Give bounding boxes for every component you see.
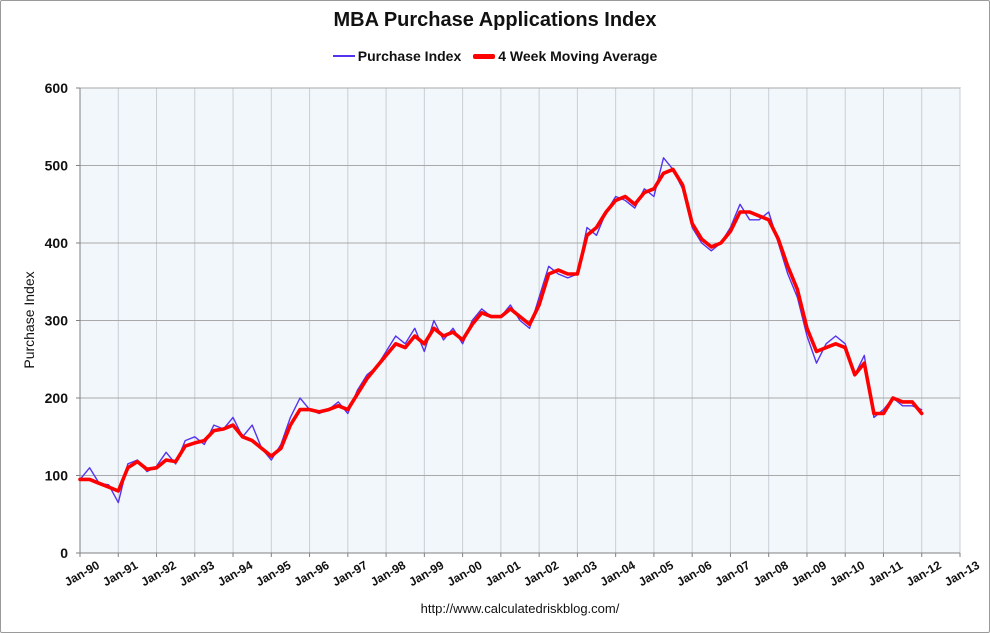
x-tick-label: Jan-09 [789, 558, 829, 589]
legend-label-purchase-index: Purchase Index [357, 48, 462, 64]
x-tick-label: Jan-11 [866, 558, 906, 589]
x-tick-label: Jan-12 [904, 558, 944, 589]
moving-average-line [78, 167, 924, 493]
x-tick-label: Jan-97 [330, 558, 370, 589]
legend-swatch-moving-average [473, 53, 496, 59]
y-tick-label: 600 [45, 80, 69, 96]
x-tick-label: Jan-00 [445, 558, 485, 589]
x-tick-label: Jan-13 [942, 558, 982, 589]
legend-item-purchase-index: Purchase Index [332, 48, 462, 64]
x-tick-label: Jan-94 [215, 558, 255, 589]
y-tick-label: 0 [60, 545, 68, 561]
x-tick-label: Jan-96 [292, 558, 332, 589]
y-tick-label: 200 [45, 390, 69, 406]
x-tick-label: Jan-99 [406, 558, 446, 589]
y-tick-label: 300 [45, 313, 69, 329]
x-tick-label: Jan-98 [368, 558, 408, 589]
x-tick-label: Jan-05 [636, 558, 676, 589]
x-tick-label: Jan-92 [139, 558, 179, 589]
legend-item-moving-average: 4 Week Moving Average [473, 48, 657, 64]
x-tick-label: Jan-10 [827, 558, 867, 589]
x-tick-label: Jan-08 [751, 558, 791, 589]
x-tick-label: Jan-91 [100, 558, 140, 589]
x-tick-label: Jan-01 [483, 558, 523, 589]
x-tick-label: Jan-03 [559, 558, 599, 589]
x-tick-label: Jan-07 [712, 558, 752, 589]
source-note: http://www.calculatedriskblog.com/ [420, 601, 620, 616]
legend-swatch-purchase-index [332, 55, 355, 57]
y-tick-label: 400 [45, 235, 69, 251]
x-tick-label: Jan-02 [521, 558, 561, 589]
x-tick-label: Jan-90 [62, 558, 102, 589]
y-tick-label: 100 [45, 468, 69, 484]
y-tick-label: 500 [45, 158, 69, 174]
legend: Purchase Index 4 Week Moving Average [0, 48, 990, 64]
chart-title: MBA Purchase Applications Index [333, 9, 657, 31]
x-tick-label: Jan-95 [253, 558, 293, 589]
x-tick-label: Jan-04 [598, 558, 638, 589]
series-layer [78, 157, 924, 504]
axis-layer [76, 87, 961, 557]
legend-label-moving-average: 4 Week Moving Average [498, 48, 658, 64]
x-tick-label: Jan-93 [177, 558, 217, 589]
x-tick-label: Jan-06 [674, 558, 714, 589]
